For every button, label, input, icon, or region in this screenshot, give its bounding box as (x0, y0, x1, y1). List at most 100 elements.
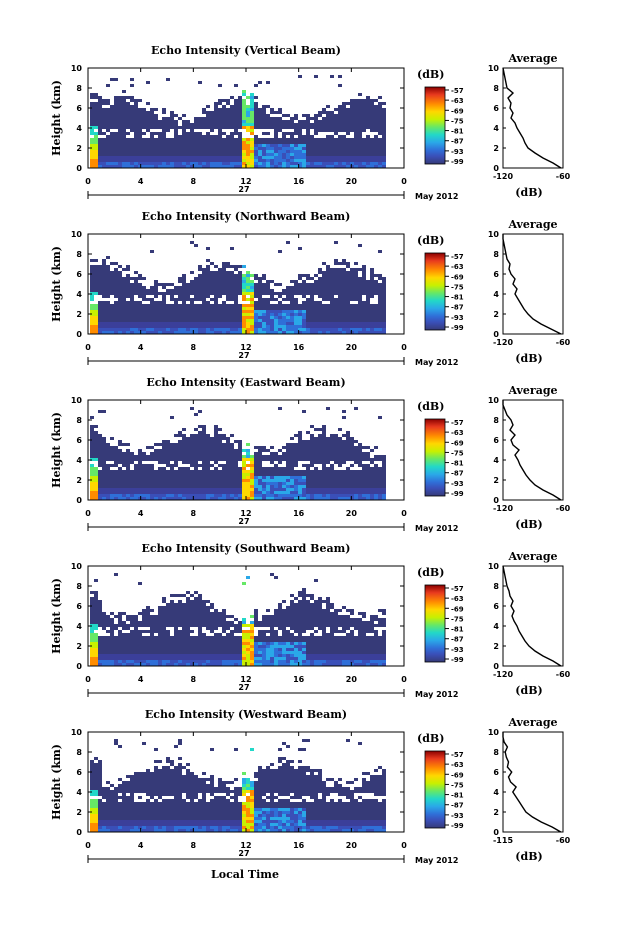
heatmap-cell (278, 316, 282, 319)
heatmap-cell (130, 159, 134, 162)
heatmap-cell (266, 141, 270, 144)
heatmap-cell (126, 639, 130, 642)
heatmap-cell (178, 135, 182, 138)
heatmap-cell (350, 449, 354, 452)
heatmap-cell (118, 277, 122, 280)
heatmap-cell (142, 660, 146, 663)
heatmap-cell (246, 286, 250, 289)
heatmap-cell (346, 277, 350, 280)
heatmap-cell (206, 286, 210, 289)
heatmap-cell (126, 292, 130, 295)
heatmap-cell (242, 322, 246, 325)
heatmap-cell (178, 488, 182, 491)
heatmap-cell (98, 283, 102, 286)
heatmap-cell (362, 479, 366, 482)
heatmap-cell (150, 135, 154, 138)
heatmap-cell (314, 144, 318, 147)
heatmap-cell (126, 648, 130, 651)
heatmap-cell (134, 162, 138, 165)
heatmap-cell (326, 268, 330, 271)
heatmap-cell (310, 144, 314, 147)
heatmap-cell (370, 271, 374, 274)
heatmap-cell (126, 660, 130, 663)
heatmap-cell (206, 114, 210, 117)
heatmap-cell (110, 126, 114, 129)
heatmap-cell (370, 120, 374, 123)
heatmap-cell (354, 147, 358, 150)
heatmap-cell (114, 277, 118, 280)
heatmap-cell (330, 295, 334, 298)
heatmap-cell (370, 295, 374, 298)
heatmap-cell (230, 265, 234, 268)
heatmap-cell (194, 298, 198, 301)
heatmap-cell (294, 319, 298, 322)
heatmap-cell (218, 274, 222, 277)
heatmap-cell (362, 117, 366, 120)
heatmap-cell (126, 473, 130, 476)
heatmap-cell (234, 108, 238, 111)
heatmap-cell (258, 280, 262, 283)
heatmap-cell (102, 331, 106, 334)
heatmap-cell (126, 618, 130, 621)
heatmap-cell (378, 298, 382, 301)
heatmap-cell (382, 292, 386, 295)
heatmap-cell (246, 452, 250, 455)
heatmap-cell (162, 283, 166, 286)
heatmap-cell (174, 156, 178, 159)
heatmap-cell (322, 280, 326, 283)
heatmap-cell (358, 114, 362, 117)
heatmap-cell (210, 473, 214, 476)
heatmap-cell (290, 286, 294, 289)
heatmap-cell (266, 328, 270, 331)
heatmap-cell (194, 159, 198, 162)
heatmap-cell (238, 446, 242, 449)
heatmap-cell (114, 479, 118, 482)
heatmap-cell (210, 494, 214, 497)
heatmap-cell (174, 292, 178, 295)
heatmap-cell (338, 322, 342, 325)
heatmap-cell (306, 289, 310, 292)
heatmap-cell (250, 467, 254, 470)
heatmap-cell (242, 485, 246, 488)
heatmap-cell (302, 150, 306, 153)
heatmap-cell (126, 268, 130, 271)
heatmap-cell (214, 292, 218, 295)
heatmap-cell (246, 482, 250, 485)
heatmap-cell (174, 141, 178, 144)
heatmap-cell (134, 132, 138, 135)
heatmap-cell (190, 648, 194, 651)
heatmap-cell (186, 322, 190, 325)
heatmap-cell (290, 298, 294, 301)
heatmap-cell (218, 162, 222, 165)
heatmap-cell (298, 497, 302, 500)
heatmap-cell (222, 141, 226, 144)
heatmap-cell (170, 491, 174, 494)
heatmap-cell (358, 482, 362, 485)
heatmap-cell (358, 295, 362, 298)
heatmap-cell (170, 120, 174, 123)
heatmap-cell (246, 319, 250, 322)
avg-y-tick-label: 4 (493, 456, 499, 465)
heatmap-cell (206, 259, 210, 262)
heatmap-cell (122, 132, 126, 135)
heatmap-cell (186, 446, 190, 449)
heatmap-cell (190, 449, 194, 452)
heatmap-cell (98, 606, 102, 609)
heatmap-cell (226, 102, 230, 105)
heatmap-cell (182, 331, 186, 334)
heatmap-cell (210, 437, 214, 440)
heatmap-cell (102, 491, 106, 494)
heatmap-cell (126, 120, 130, 123)
heatmap-cell (110, 78, 114, 81)
heatmap-cell (362, 156, 366, 159)
heatmap-cell (302, 319, 306, 322)
heatmap-cell (194, 413, 198, 416)
heatmap-cell (158, 654, 162, 657)
heatmap-cell (382, 114, 386, 117)
heatmap-cell (222, 313, 226, 316)
heatmap-cell (370, 292, 374, 295)
heatmap-cell (102, 111, 106, 114)
heatmap-cell (206, 497, 210, 500)
heatmap-cell (102, 410, 106, 413)
heatmap-cell (222, 437, 226, 440)
